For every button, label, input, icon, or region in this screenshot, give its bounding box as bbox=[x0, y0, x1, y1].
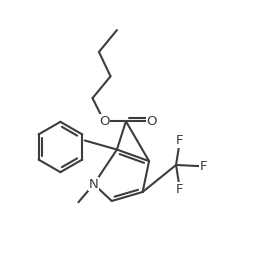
Text: F: F bbox=[176, 134, 184, 147]
Text: F: F bbox=[176, 183, 184, 196]
Text: O: O bbox=[99, 115, 109, 128]
Text: F: F bbox=[199, 160, 207, 173]
Text: N: N bbox=[89, 178, 99, 191]
Text: O: O bbox=[146, 115, 157, 128]
